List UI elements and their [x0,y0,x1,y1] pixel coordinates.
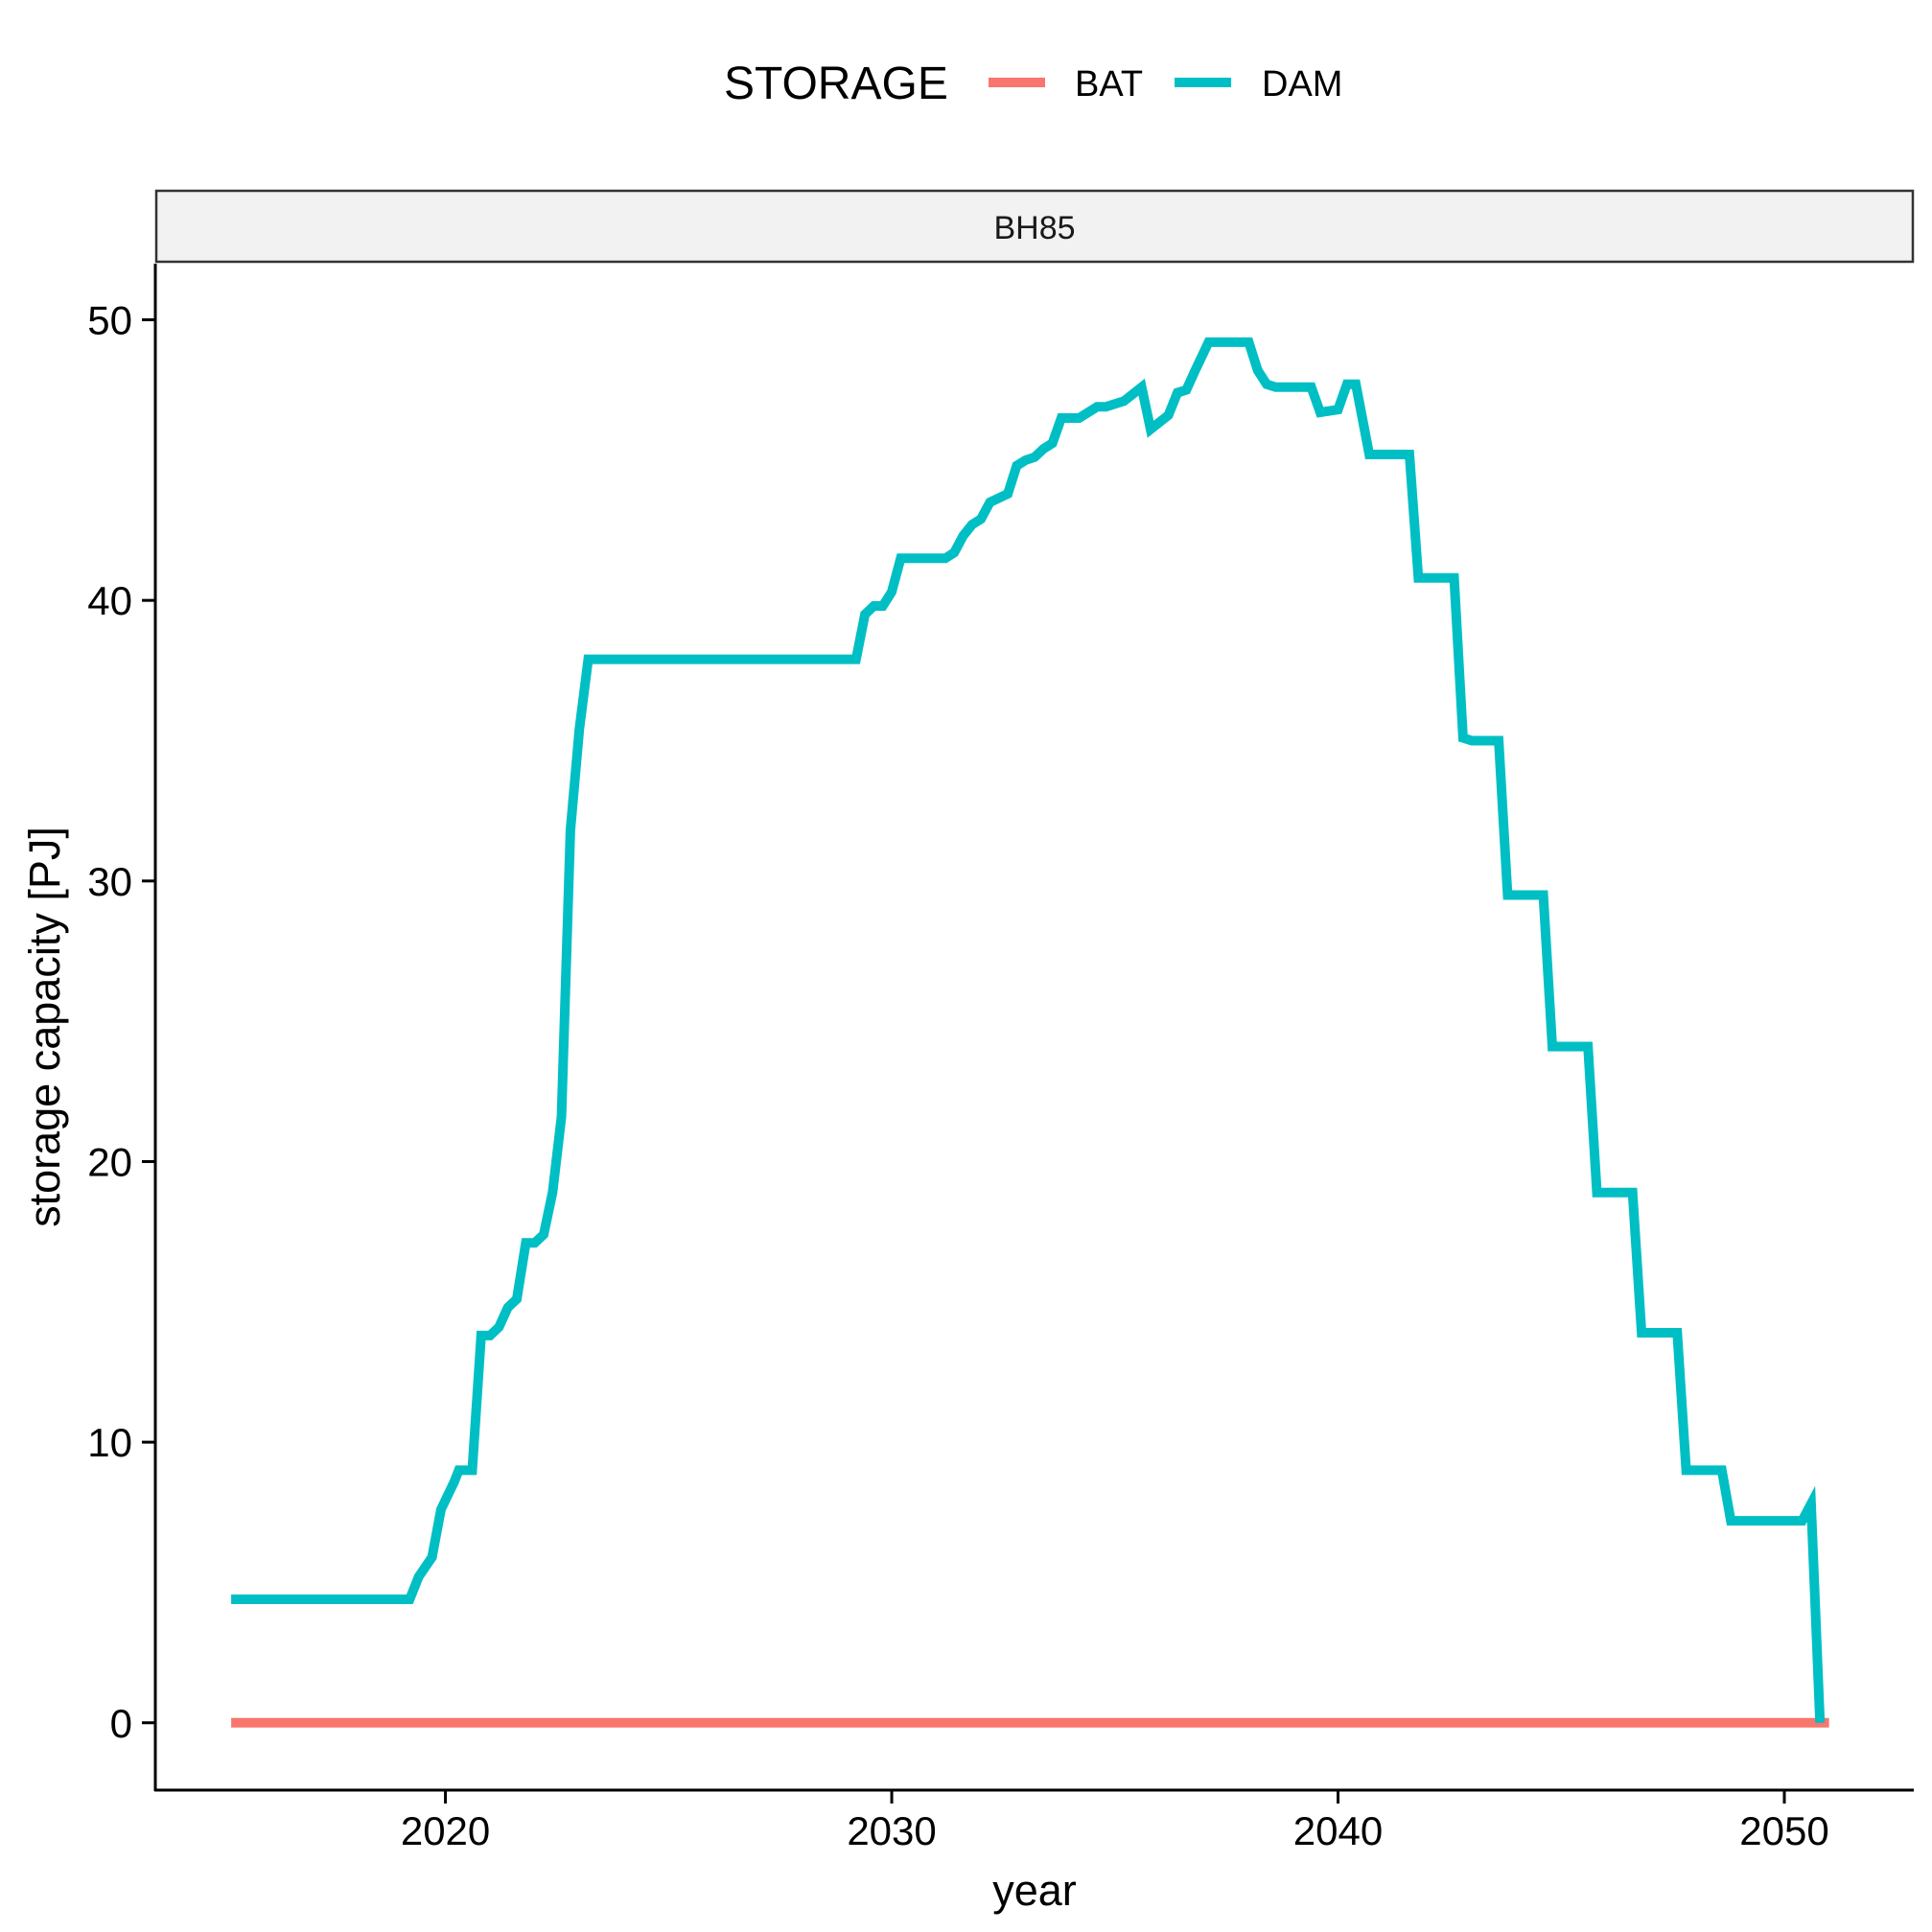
x-tick-label-2020: 2020 [401,1808,490,1853]
facet-strip: BH85 [154,189,1915,264]
legend-label-bat: BAT [1075,64,1143,105]
x-tick-label-2040: 2040 [1293,1808,1383,1853]
facet-strip-label: BH85 [993,210,1075,246]
y-tick-label-50: 50 [87,298,132,343]
y-tick-label-10: 10 [87,1420,132,1465]
legend-title: STORAGE [724,58,948,109]
y-tick-label-40: 40 [87,578,132,623]
x-axis-title: year [992,1866,1077,1915]
y-ticks: 0 10 20 30 40 50 [87,298,155,1746]
series-layer [231,337,1829,1728]
legend: STORAGE BAT DAM [724,58,1342,109]
legend-label-dam: DAM [1262,64,1342,105]
x-tick-label-2050: 2050 [1739,1808,1828,1853]
y-tick-label-0: 0 [110,1701,132,1746]
y-tick-label-30: 30 [87,859,132,904]
x-ticks: 2020 2030 2040 2050 [401,1790,1829,1853]
y-tick-label-20: 20 [87,1139,132,1184]
x-tick-label-2030: 2030 [847,1808,936,1853]
facet-strip-background [154,189,1915,264]
y-axis-title: storage capacity [PJ] [20,826,69,1227]
series-line-dam [231,337,1826,1724]
